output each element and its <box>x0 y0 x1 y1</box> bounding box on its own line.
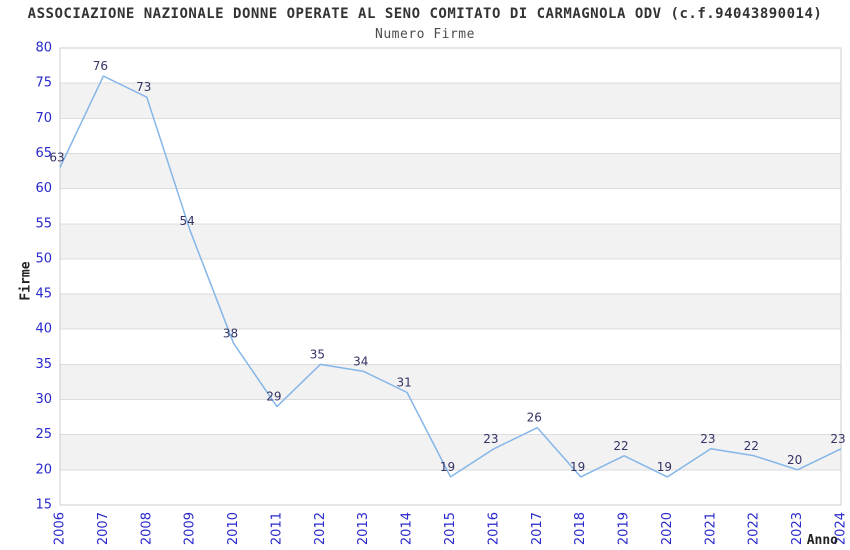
point-label: 76 <box>93 59 108 73</box>
y-axis-title: Firme <box>19 261 34 300</box>
y-tick-label: 20 <box>35 462 52 477</box>
x-axis-title: Anno <box>807 533 838 548</box>
point-label: 22 <box>744 439 759 453</box>
point-label: 23 <box>830 432 845 446</box>
point-label: 23 <box>483 432 498 446</box>
grid-band <box>60 434 841 470</box>
x-tick-label: 2008 <box>139 512 154 545</box>
x-tick-label: 2016 <box>486 512 501 545</box>
grid-band <box>60 294 841 330</box>
chart-subtitle: Numero Firme <box>375 27 475 42</box>
point-label: 20 <box>787 453 802 467</box>
x-tick-label: 2014 <box>400 512 415 545</box>
x-tick-label: 2006 <box>53 512 68 545</box>
chart-title: ASSOCIAZIONE NAZIONALE DONNE OPERATE AL … <box>27 6 823 22</box>
grid-band <box>60 153 841 189</box>
x-tick-label: 2007 <box>96 512 111 545</box>
y-tick-label: 75 <box>35 76 52 91</box>
point-label: 19 <box>440 460 455 474</box>
y-tick-label: 30 <box>35 392 52 407</box>
plot-border <box>59 47 842 506</box>
y-tick-label: 45 <box>35 287 52 302</box>
x-tick-label: 2018 <box>573 512 588 545</box>
grid-band <box>60 48 841 84</box>
grid-band <box>60 258 841 295</box>
grid-band <box>60 118 841 154</box>
y-tick-label: 65 <box>35 146 52 161</box>
x-tick-label: 2024 <box>834 512 849 545</box>
point-label: 35 <box>310 347 325 361</box>
grid-band <box>60 223 841 259</box>
point-label: 19 <box>570 460 585 474</box>
point-label: 63 <box>49 151 64 165</box>
y-tick-label: 80 <box>35 41 52 56</box>
grid-band <box>60 469 841 505</box>
y-tick-label: 60 <box>35 181 52 196</box>
x-tick-label: 2012 <box>313 512 328 545</box>
grid-band <box>60 399 841 435</box>
grid-band <box>60 364 841 400</box>
plot-area: 15 20 25 30 35 40 45 50 55 60 65 70 75 80 2006 2007 2008… <box>35 41 848 546</box>
point-label: 73 <box>136 80 151 94</box>
x-tick-label: 2022 <box>747 512 762 545</box>
y-tick-label: 40 <box>35 322 52 337</box>
y-tick-label: 25 <box>35 427 52 442</box>
x-tick-label: 2019 <box>617 512 632 545</box>
x-tick-label: 2010 <box>226 512 241 545</box>
x-tick-label: 2013 <box>356 512 371 545</box>
point-label: 38 <box>223 326 238 340</box>
point-label: 34 <box>353 354 368 368</box>
point-label: 54 <box>180 214 195 228</box>
y-tick-label: 50 <box>35 251 52 266</box>
point-label: 22 <box>613 439 628 453</box>
x-tick-label: 2020 <box>660 512 675 545</box>
data-line <box>59 75 842 478</box>
y-tick-label: 35 <box>35 357 52 372</box>
point-label: 19 <box>657 460 672 474</box>
x-tick-label: 2011 <box>269 512 284 545</box>
point-label: 31 <box>396 376 411 390</box>
x-tick-label: 2009 <box>183 512 198 545</box>
y-tick-label: 55 <box>35 216 52 231</box>
point-label: 23 <box>700 432 715 446</box>
grid-band <box>60 329 841 365</box>
point-label: 29 <box>266 390 281 404</box>
point-label: 26 <box>527 411 542 425</box>
y-tick-label: 70 <box>35 111 52 126</box>
grid-band <box>60 83 841 119</box>
x-tick-label: 2021 <box>703 512 718 545</box>
grid-band <box>60 188 841 224</box>
x-tick-label: 2023 <box>790 512 805 545</box>
y-tick-label: 15 <box>35 498 52 513</box>
x-tick-label: 2015 <box>443 512 458 545</box>
x-tick-label: 2017 <box>530 512 545 545</box>
